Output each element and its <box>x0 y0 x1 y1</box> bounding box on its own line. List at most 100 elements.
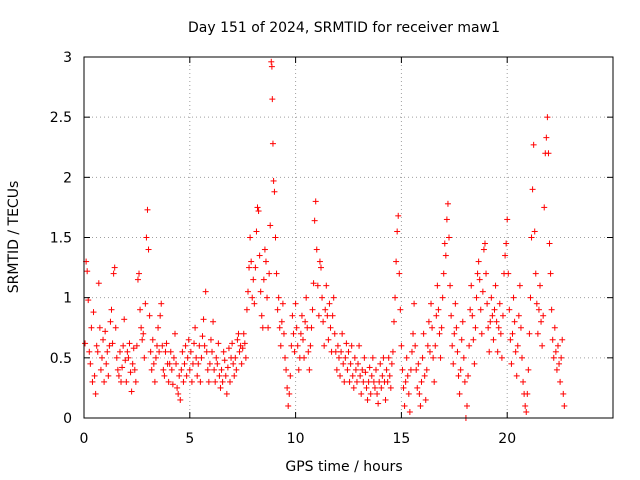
data-point <box>407 366 414 373</box>
data-point <box>420 330 427 337</box>
data-point <box>360 378 367 385</box>
data-point <box>166 360 173 367</box>
data-point <box>101 378 108 385</box>
data-point <box>326 300 333 307</box>
data-point <box>170 354 177 361</box>
data-point <box>368 372 375 379</box>
data-point <box>498 354 505 361</box>
data-point <box>180 378 187 385</box>
data-point <box>422 396 429 403</box>
data-point <box>325 336 332 343</box>
y-tick-label: 1.5 <box>50 231 72 247</box>
data-point <box>169 381 176 388</box>
data-point <box>88 324 95 331</box>
data-point <box>369 354 376 361</box>
data-point <box>309 306 316 313</box>
data-point <box>504 216 511 223</box>
data-point <box>546 240 553 247</box>
data-point <box>97 366 104 373</box>
data-point <box>87 360 94 367</box>
chart-title: Day 151 of 2024, SRMTID for receiver maw… <box>188 20 500 36</box>
data-point <box>123 378 130 385</box>
data-point <box>111 264 118 271</box>
data-point <box>313 246 320 253</box>
data-point <box>184 354 191 361</box>
data-point <box>478 330 485 337</box>
data-point <box>284 384 291 391</box>
data-point <box>335 354 342 361</box>
data-point <box>363 384 370 391</box>
data-point <box>499 312 506 319</box>
data-point <box>470 336 477 343</box>
data-point <box>276 324 283 331</box>
data-point <box>160 366 167 373</box>
data-point <box>301 354 308 361</box>
data-point <box>347 360 354 367</box>
data-point <box>209 348 216 355</box>
data-point <box>239 345 246 352</box>
data-point <box>298 312 305 319</box>
data-point <box>406 408 413 415</box>
data-point <box>494 348 501 355</box>
data-point <box>479 288 486 295</box>
data-point <box>265 324 272 331</box>
data-point <box>212 378 219 385</box>
data-point <box>415 360 422 367</box>
data-point <box>394 228 401 235</box>
data-point <box>84 268 91 275</box>
data-point <box>554 342 561 349</box>
data-point <box>314 282 321 289</box>
data-point <box>469 312 476 319</box>
data-point <box>333 366 340 373</box>
data-point <box>244 288 251 295</box>
data-point <box>348 342 355 349</box>
data-point <box>146 312 153 319</box>
data-point <box>293 324 300 331</box>
data-point <box>419 354 426 361</box>
data-point <box>480 246 487 253</box>
data-point <box>483 270 490 277</box>
data-point <box>503 240 510 247</box>
data-point <box>115 372 122 379</box>
data-point <box>110 270 117 277</box>
data-point <box>94 348 101 355</box>
data-point <box>339 330 346 337</box>
data-point <box>106 342 113 349</box>
data-point <box>397 306 404 313</box>
x-tick-label: 15 <box>392 431 410 447</box>
data-point <box>162 348 169 355</box>
data-point <box>358 390 365 397</box>
data-point <box>541 204 548 211</box>
data-point <box>105 372 112 379</box>
data-point <box>414 384 421 391</box>
x-tick-label: 5 <box>185 431 194 447</box>
data-point <box>189 360 196 367</box>
data-point <box>213 354 220 361</box>
data-point <box>405 390 412 397</box>
data-point <box>484 300 491 307</box>
data-point <box>380 354 387 361</box>
data-point <box>227 378 234 385</box>
data-point <box>107 318 114 325</box>
data-point <box>450 360 457 367</box>
data-point <box>116 348 123 355</box>
data-point <box>531 228 538 235</box>
data-point <box>168 366 175 373</box>
x-axis-title: GPS time / hours <box>285 459 402 475</box>
data-point <box>435 306 442 313</box>
data-point <box>371 384 378 391</box>
data-point <box>493 318 500 325</box>
data-point <box>191 340 198 347</box>
x-tick-label: 0 <box>80 431 89 447</box>
data-point <box>96 324 103 331</box>
data-point <box>502 252 509 259</box>
data-point <box>390 318 397 325</box>
data-point <box>332 348 339 355</box>
data-point <box>558 354 565 361</box>
data-point <box>364 396 371 403</box>
data-point <box>243 306 250 313</box>
data-point <box>218 366 225 373</box>
data-point <box>321 342 328 349</box>
data-point <box>141 354 148 361</box>
